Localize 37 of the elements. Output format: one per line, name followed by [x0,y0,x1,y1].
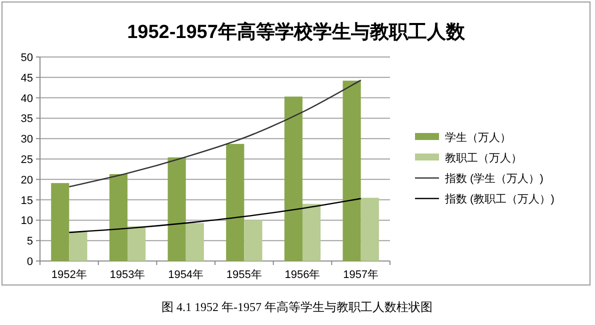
bar [69,232,88,261]
caption: 图 4.1 1952 年-1957 年高等学生与教职工人数柱状图 [162,300,432,314]
bar [360,198,379,261]
y-tick-label: 25 [20,154,33,166]
y-tick-label: 5 [26,236,33,248]
bar [186,223,204,261]
legend-label: 学生（万人） [445,131,511,144]
x-tick-label: 1955年 [226,269,262,281]
y-tick-label: 35 [20,113,33,126]
y-tick-label: 20 [20,174,33,186]
x-tick-label: 1952年 [51,269,87,281]
bar [342,80,361,261]
x-tick-label: 1956年 [284,269,320,281]
x-tick-label: 1953年 [110,269,146,281]
x-tick-label: 1954年 [168,269,204,281]
y-tick-label: 15 [20,194,33,207]
bar [284,96,302,261]
bar [128,226,146,261]
legend-label: 指数 (学生（万人）) [444,172,544,185]
y-tick-label: 40 [20,92,33,105]
line-series [68,80,362,188]
bar [244,220,262,261]
y-tick-label: 10 [20,215,33,228]
bar [302,204,321,261]
chart-title: 1952-1957年高等学校学生与教职工人数 [127,21,466,43]
line-series [68,198,362,234]
y-tick-label: 50 [20,52,33,64]
x-tick-label: 1957年 [343,269,379,281]
legend-label: 指数 (教职工（万人）) [444,194,554,206]
bar [226,144,244,261]
y-tick-label: 30 [20,134,33,146]
bar [109,174,128,261]
legend-label: 教职工（万人） [445,152,522,164]
y-tick-label: 0 [26,256,33,268]
bar [51,183,70,261]
y-tick-label: 45 [20,72,33,84]
bar [168,157,186,261]
